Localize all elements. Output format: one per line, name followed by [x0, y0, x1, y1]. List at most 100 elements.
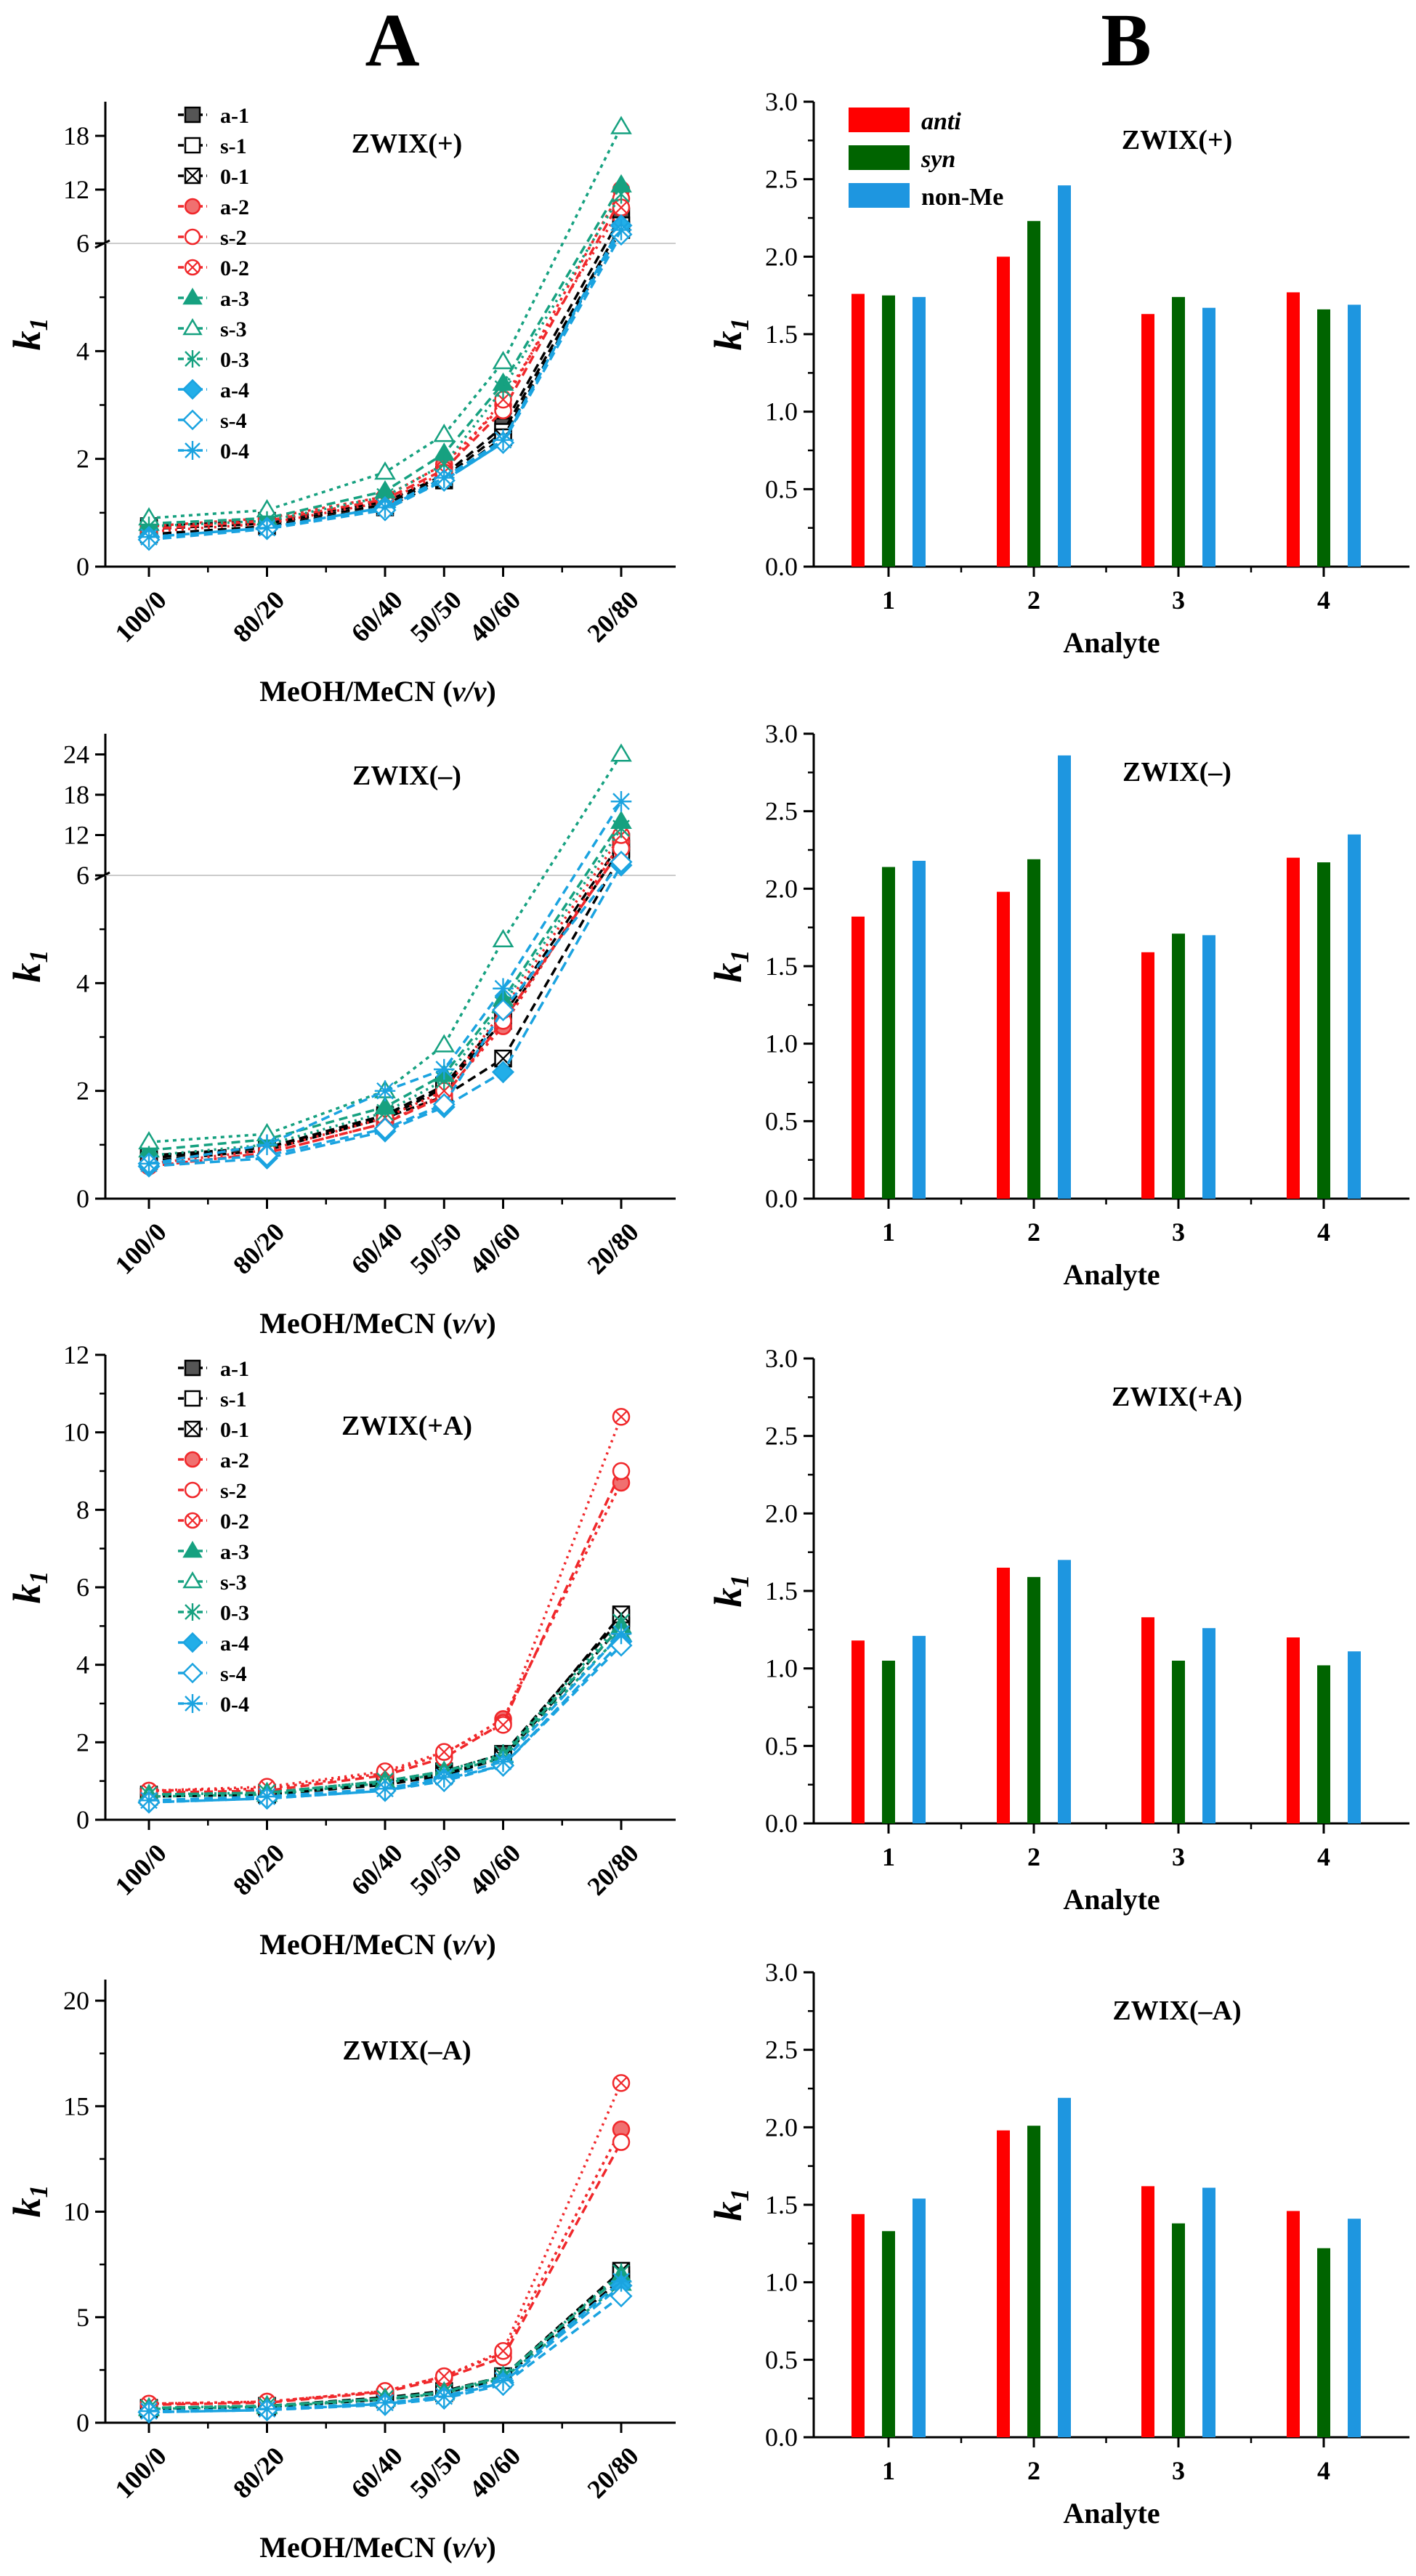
y-tick-label: 3.0 [765, 87, 798, 116]
x-axis-title-part: MeOH/MeCN ( [259, 1928, 452, 1961]
data-point-s-3 [374, 461, 396, 480]
legend-swatch [849, 108, 910, 132]
x-tick-label: 1 [882, 1842, 895, 1871]
y-tick-label: 0 [76, 1805, 89, 1834]
bar-non-Me-3 [1202, 935, 1215, 1199]
data-point-0-4 [374, 1778, 396, 1799]
data-point-s-4 [491, 998, 515, 1021]
legend-marker [182, 1662, 203, 1684]
x-tick-label: 20/80 [581, 1838, 644, 1900]
data-point-a-4 [491, 1061, 515, 1084]
bar-non-Me-3 [1202, 307, 1215, 567]
x-tick-label: 40/60 [464, 2441, 526, 2503]
bar-anti-1 [851, 293, 865, 567]
bar-anti-2 [997, 256, 1010, 567]
data-point-s-2 [612, 2133, 631, 2151]
y-tick-label: 0 [76, 552, 89, 581]
x-axis-title-part: MeOH/MeCN ( [259, 675, 452, 708]
legend-marker [185, 1603, 201, 1621]
legend-swatch [849, 145, 910, 170]
chart-title: ZWIX(–A) [342, 2036, 471, 2066]
legend-marker-cross [187, 1515, 198, 1526]
data-point-s-4 [432, 1093, 456, 1116]
legend-label: 0-2 [220, 1510, 249, 1534]
data-point-0-2-cross [615, 1410, 628, 1423]
bar-non-Me-4 [1348, 2219, 1361, 2437]
x-tick-label: 20/80 [581, 1217, 644, 1279]
y-tick-label: 3.0 [765, 1344, 798, 1373]
ylabel-sub: 1 [24, 1571, 53, 1584]
x-axis-title-part: v/v [453, 675, 487, 708]
x-tick-label: 4 [1317, 586, 1330, 615]
y-tick-label: 0.0 [765, 1809, 798, 1838]
series-line-0-2 [148, 2082, 623, 2405]
x-axis-title-part: v/v [453, 1928, 487, 1961]
legend: a-1 s-1 0-1 a-2 s-2 0-2 a-3 s-3 0-3 a-4 s-4 0-4 [178, 1357, 249, 1717]
legend-label: a-1 [220, 1357, 249, 1381]
bar-non-Me-3 [1202, 1628, 1215, 1823]
series-line-s-3 [148, 753, 623, 1143]
legend-label: a-3 [220, 1540, 249, 1564]
x-axis-title-part: ) [486, 1307, 495, 1340]
data-point-s-2 [612, 1462, 631, 1481]
y-axis-label: k1 [5, 2185, 53, 2218]
y-tick-label: 1.0 [765, 1654, 798, 1683]
x-tick-label: 50/50 [405, 1217, 467, 1279]
y-tick-label: 2 [76, 445, 89, 474]
x-axis-title-part: ) [486, 1928, 495, 1961]
y-tick-label: 6 [76, 861, 89, 890]
data-point-0-4 [493, 1751, 514, 1773]
y-tick-label: 0.0 [765, 1184, 798, 1213]
y-tick-label: 2.0 [765, 874, 798, 903]
bar-anti-4 [1287, 1637, 1300, 1823]
y-tick-label: 3.0 [765, 719, 798, 748]
legend-label: 0-4 [220, 1693, 249, 1717]
x-axis-title-part: MeOH/MeCN ( [259, 1307, 452, 1340]
bar-non-Me-4 [1348, 1651, 1361, 1823]
x-tick-label: 40/60 [464, 585, 526, 647]
x-tick-label: 50/50 [405, 585, 467, 647]
series-line-s-4 [148, 861, 623, 1165]
x-tick-label: 4 [1317, 2456, 1330, 2485]
x-axis-title: Analyte [1063, 1258, 1160, 1291]
y-tick-label: 1.0 [765, 2268, 798, 2297]
data-point-0-3 [612, 819, 630, 838]
data-point-0-4 [610, 1623, 632, 1645]
y-tick-label: 4 [76, 336, 89, 365]
bar-syn-2 [1027, 859, 1040, 1199]
ylabel-main: k [706, 2202, 750, 2221]
x-tick-label: 60/40 [345, 585, 408, 647]
ylabel-sub: 1 [725, 950, 754, 963]
bar-syn-1 [882, 2231, 895, 2437]
panel-label-b: B [1101, 0, 1151, 82]
y-tick-label: 18 [63, 780, 89, 809]
data-point-s-3 [433, 1034, 456, 1053]
bar-anti-1 [851, 916, 865, 1199]
panel-label-a: A [365, 0, 419, 82]
x-tick-label: 50/50 [405, 1838, 467, 1900]
ylabel-main: k [706, 1588, 750, 1608]
data-point-0-4 [433, 1767, 455, 1788]
data-point-0-4 [610, 219, 632, 240]
legend-marker-cross [185, 168, 201, 184]
y-axis-label: k1 [706, 950, 754, 983]
y-tick-label: 1.5 [765, 952, 798, 981]
data-point-0-4 [256, 517, 278, 538]
legend-label: a-1 [220, 104, 249, 128]
legend-marker [184, 198, 201, 215]
y-tick-label: 10 [63, 1418, 89, 1447]
x-tick-label: 80/20 [227, 1217, 290, 1279]
series-line-0-3 [148, 1621, 623, 1797]
bar-anti-3 [1141, 2186, 1154, 2437]
bar-non-Me-2 [1058, 2097, 1071, 2437]
ylabel-sub: 1 [24, 2185, 53, 2198]
ylabel-sub: 1 [24, 950, 53, 963]
y-tick-label: 12 [63, 821, 89, 850]
bar-chart-4: 0.00.51.01.52.02.53.01 2 3 4ZWIX(–A)k1Analy… [706, 1958, 1409, 2530]
legend-label: a-2 [220, 195, 249, 219]
y-tick-label: 2.5 [765, 165, 798, 194]
legend-label: s-4 [220, 1662, 247, 1686]
y-tick-label: 2.5 [765, 2036, 798, 2065]
